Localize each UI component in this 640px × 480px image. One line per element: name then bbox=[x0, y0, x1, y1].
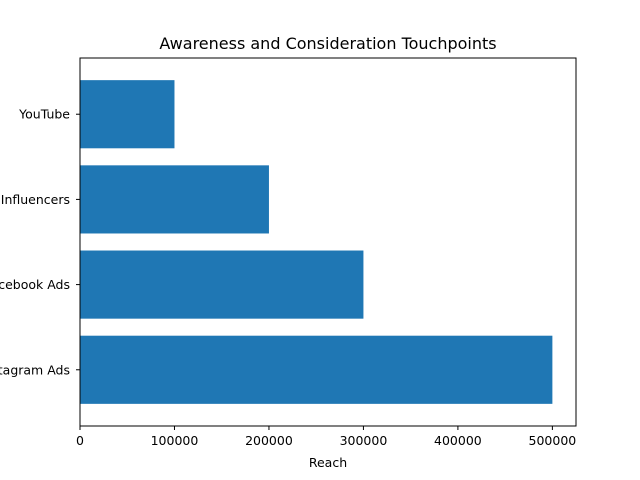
bars-group bbox=[80, 80, 553, 404]
y-tick-label: Influencers bbox=[1, 192, 70, 207]
bar-youtube bbox=[80, 80, 175, 149]
x-tick-label: 100000 bbox=[151, 433, 199, 448]
x-tick-label: 400000 bbox=[434, 433, 482, 448]
bar-instagram-ads bbox=[80, 335, 553, 404]
x-axis-label: Reach bbox=[309, 455, 347, 470]
x-tick-label: 0 bbox=[76, 433, 84, 448]
x-tick-label: 300000 bbox=[340, 433, 388, 448]
bar-facebook-ads bbox=[80, 250, 364, 319]
x-tick-label: 500000 bbox=[529, 433, 577, 448]
y-axis-ticks: Instagram Ads Facebook Ads Influencers YouT… bbox=[0, 107, 80, 377]
y-tick-label: Facebook Ads bbox=[0, 277, 70, 292]
bar-influencers bbox=[80, 165, 269, 234]
chart-title: Awareness and Consideration Touchpoints bbox=[159, 34, 496, 53]
x-tick-label: 200000 bbox=[245, 433, 293, 448]
x-axis-ticks: 0 100000 200000 300000 400000 500000 bbox=[76, 426, 576, 448]
plot-frame bbox=[79, 57, 577, 427]
y-tick-label: Instagram Ads bbox=[0, 362, 70, 377]
y-tick-label: YouTube bbox=[18, 107, 70, 122]
